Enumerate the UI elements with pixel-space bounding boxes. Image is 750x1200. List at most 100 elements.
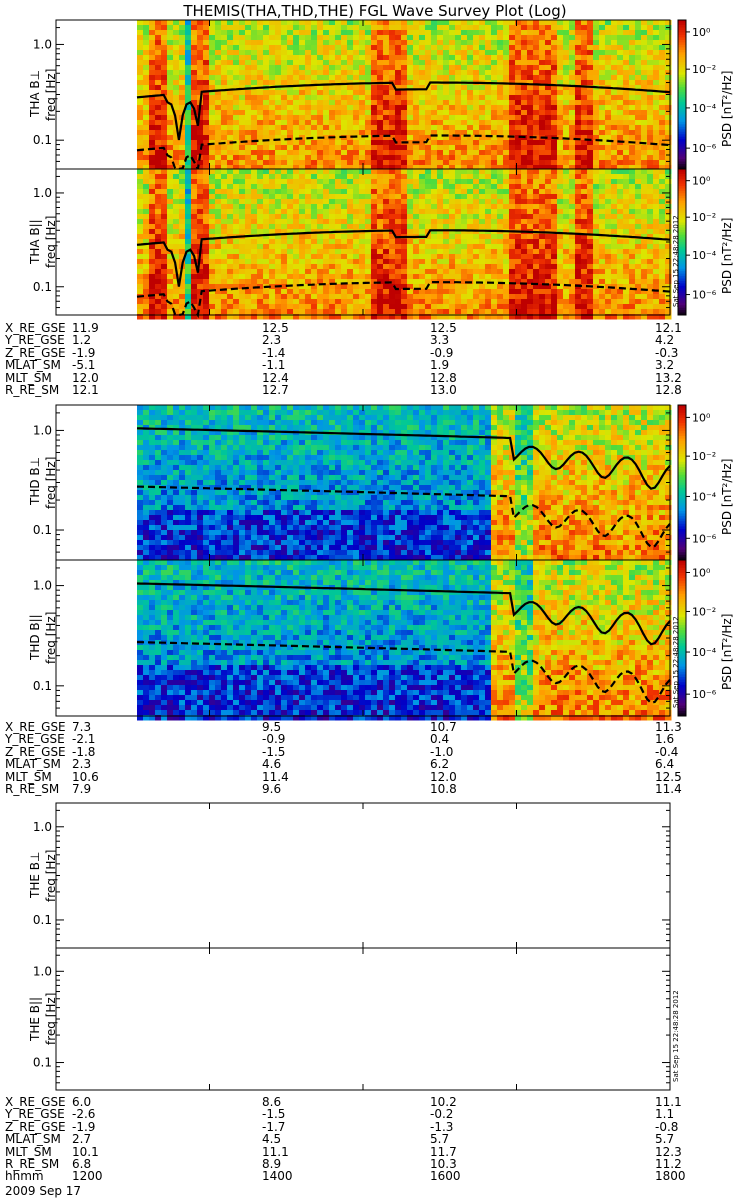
panel-component-label: THA B|| <box>28 219 42 264</box>
y-tick-label: 0.1 <box>33 523 52 537</box>
orbit-value: 10.8 <box>430 782 457 796</box>
orbit-value: 11.9 <box>72 321 99 335</box>
panel-component-label: THD B⊥ <box>28 456 42 505</box>
orbit-value: 13.0 <box>430 383 457 397</box>
orbit-value: 12.3 <box>655 1144 682 1159</box>
orbit-value: 1.9 <box>430 358 450 373</box>
timestamp-stamp: Sat Sep 15 22:48:28 2012 <box>672 990 680 1082</box>
orbit-value: 12.7 <box>262 383 289 397</box>
orbit-value: 10.3 <box>430 1157 457 1171</box>
orbit-value: -1.5 <box>262 744 286 759</box>
orbit-row-label: R_RE_SM <box>5 782 60 796</box>
plot-title: THEMIS(THA,THD,THE) FGL Wave Survey Plot… <box>183 2 567 20</box>
orbit-value: 1800 <box>655 1169 686 1184</box>
orbit-value: 12.5 <box>262 321 289 335</box>
orbit-row-label: Y_RE_GSE <box>5 732 65 747</box>
orbit-value: 11.4 <box>655 782 682 796</box>
orbit-value: 5.7 <box>430 1132 450 1147</box>
orbit-value: 4.2 <box>655 333 675 348</box>
colorbar-tick-label: 10⁻² <box>692 605 716 618</box>
half-gyrofrequency-line <box>136 281 671 319</box>
orbit-value: -1.4 <box>262 345 286 360</box>
date-label: 2009 Sep 17 <box>5 1184 82 1198</box>
panel-freq-label: freq [Hz] <box>44 849 58 902</box>
y-tick-label: 1.0 <box>33 186 52 200</box>
orbit-value: 2.7 <box>72 1132 92 1147</box>
orbit-row-label: Y_RE_GSE <box>5 333 65 348</box>
orbit-value: 4.5 <box>262 1132 282 1147</box>
colorbar <box>677 19 687 170</box>
panel-freq-label: freq [Hz] <box>44 456 58 509</box>
colorbar-tick-label: 10⁰ <box>692 26 711 39</box>
y-tick-label: 1.0 <box>33 423 52 437</box>
panel-component-label: THA B⊥ <box>28 69 42 117</box>
orbit-row-label: MLT_SM <box>5 1144 52 1159</box>
y-tick-label: 0.1 <box>33 133 52 147</box>
colorbar-tick-label: 10⁻² <box>692 63 716 76</box>
y-tick-label: 1.0 <box>33 579 52 593</box>
orbit-value: 3.2 <box>655 358 675 373</box>
orbit-value: 11.2 <box>655 1157 682 1171</box>
panel-frame <box>55 947 671 1091</box>
y-tick-label: 1.0 <box>33 964 52 978</box>
orbit-row-label: R_RE_SM <box>5 1157 60 1171</box>
orbit-value: 10.2 <box>430 1095 457 1109</box>
orbit-value: 8.6 <box>262 1095 282 1109</box>
orbit-value: 5.7 <box>655 1132 675 1147</box>
orbit-value: 13.2 <box>655 370 682 385</box>
orbit-value: 12.1 <box>655 321 682 335</box>
orbit-value: 11.1 <box>655 1095 682 1109</box>
orbit-value: 10.6 <box>72 769 99 784</box>
colorbar-tick-label: 10⁻⁶ <box>692 532 717 545</box>
orbit-value: 12.8 <box>430 370 457 385</box>
half-gyrofrequency-line <box>136 641 671 705</box>
orbit-value: 12.0 <box>430 769 457 784</box>
timestamp-stamp: Sat Sep 15 22:48:28 2012 <box>672 616 680 708</box>
orbit-value: 12.0 <box>72 370 99 385</box>
colorbar-tick-label: 10⁻⁶ <box>692 142 717 155</box>
orbit-value: 7.9 <box>72 782 92 796</box>
orbit-value: 6.8 <box>72 1157 92 1171</box>
orbit-value: 12.4 <box>262 370 289 385</box>
orbit-row-label: X_RE_GSE <box>5 720 66 734</box>
orbit-value: 3.3 <box>430 333 450 348</box>
colorbar-label: PSD [nT²/Hz] <box>720 613 734 690</box>
orbit-row-label: X_RE_GSE <box>5 1095 66 1109</box>
y-tick-label: 0.1 <box>33 1056 52 1070</box>
colorbar-label: PSD [nT²/Hz] <box>720 458 734 535</box>
orbit-row-label: MLT_SM <box>5 769 52 784</box>
orbit-value: 2.3 <box>72 757 92 772</box>
orbit-value: -0.2 <box>430 1107 454 1122</box>
y-tick-label: 1.0 <box>33 37 52 51</box>
orbit-value: 12.5 <box>655 769 682 784</box>
orbit-value: -1.5 <box>262 1107 286 1122</box>
orbit-value: 1400 <box>262 1169 293 1184</box>
orbit-value: -0.9 <box>262 732 286 747</box>
orbit-value: 6.0 <box>72 1095 92 1109</box>
orbit-value: -2.6 <box>72 1107 96 1122</box>
orbit-row-label: hhmm <box>5 1169 44 1184</box>
orbit-value: -1.9 <box>72 1119 96 1134</box>
orbit-value: -1.8 <box>72 744 96 759</box>
orbit-value: 12.1 <box>72 383 99 397</box>
y-tick-label: 0.1 <box>33 679 52 693</box>
orbit-value: 11.7 <box>430 1144 457 1159</box>
panel-freq-label: freq [Hz] <box>44 215 58 268</box>
orbit-value: -1.9 <box>72 345 96 360</box>
colorbar-tick-label: 10⁻⁶ <box>692 289 717 302</box>
spectrogram-cells <box>137 560 672 721</box>
orbit-value: 1.1 <box>655 1107 675 1122</box>
orbit-value: 11.3 <box>655 720 682 734</box>
orbit-value: 4.6 <box>262 757 282 772</box>
orbit-row-label: X_RE_GSE <box>5 321 66 335</box>
orbit-value: 6.2 <box>430 757 450 772</box>
orbit-row-label: Z_RE_GSE <box>5 744 66 759</box>
orbit-row-label: MLAT_SM <box>5 757 61 772</box>
orbit-row-label: MLT_SM <box>5 370 52 385</box>
orbit-value: 1200 <box>72 1169 103 1184</box>
orbit-value: -1.3 <box>430 1119 454 1134</box>
colorbar-tick-label: 10⁻² <box>692 450 716 463</box>
orbit-value: 2.3 <box>262 333 282 348</box>
colorbar-tick-label: 10⁻⁶ <box>692 688 717 701</box>
